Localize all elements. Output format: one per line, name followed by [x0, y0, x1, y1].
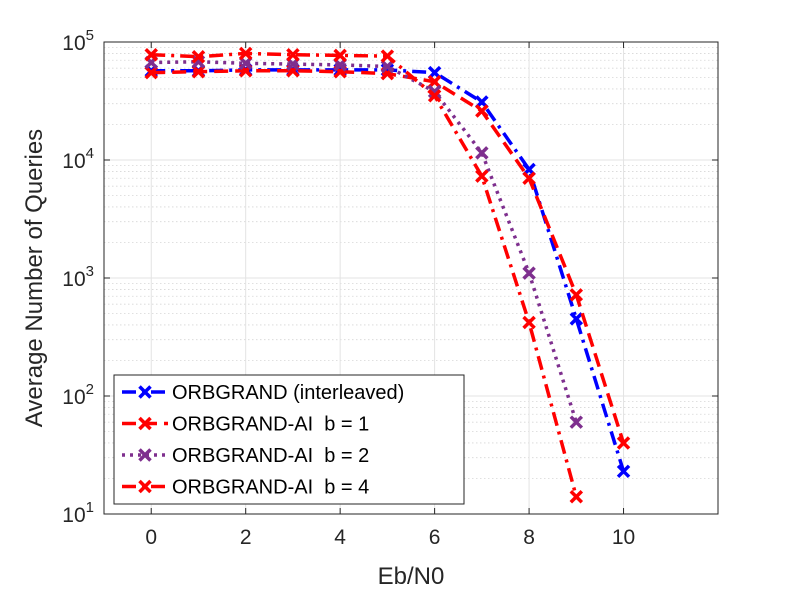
data-point-marker	[191, 50, 206, 64]
y-tick-base: 10	[62, 504, 85, 527]
y-tick-base: 10	[62, 150, 85, 173]
data-point-marker	[475, 169, 489, 183]
y-tick-label: 103	[62, 263, 94, 291]
data-point-marker	[475, 104, 489, 118]
legend: ORBGRAND (interleaved) ORBGRAND-AI b = 1 O…	[113, 374, 465, 505]
series-3	[144, 55, 584, 429]
data-point	[427, 89, 442, 103]
y-tick-label: 104	[62, 145, 94, 173]
data-point-marker	[427, 84, 442, 99]
y-tick-base: 10	[62, 268, 85, 291]
data-point	[333, 48, 347, 63]
x-tick-label: 2	[240, 526, 252, 549]
data-point-marker	[380, 49, 395, 63]
axis-ticks	[104, 41, 718, 515]
data-point	[616, 464, 631, 479]
y-tick-label: 101	[62, 499, 94, 527]
data-point	[569, 288, 584, 302]
y-axis-label: Average Number of Queries	[21, 129, 48, 427]
data-point	[427, 84, 442, 99]
x-tick-label: 10	[612, 526, 635, 549]
y-tick-label: 102	[62, 381, 94, 409]
y-tick-exponent: 3	[86, 263, 94, 280]
data-point-marker	[522, 171, 536, 186]
y-tick-exponent: 1	[86, 499, 94, 516]
x-tick-label: 0	[145, 526, 157, 549]
legend-label: ORBGRAND (interleaved)	[172, 382, 404, 404]
x-tick-label: 8	[523, 526, 535, 549]
data-point	[569, 415, 584, 429]
legend-item: ORBGRAND-AI b = 2	[122, 445, 369, 467]
y-tick-label: 105	[62, 27, 94, 55]
x-tick-label: 4	[334, 526, 346, 549]
legend-label: ORBGRAND-AI b = 1	[172, 414, 369, 436]
y-tick-base: 10	[62, 32, 85, 55]
data-point	[522, 171, 536, 186]
data-point	[569, 312, 584, 326]
series-lines	[144, 46, 631, 504]
data-point-marker	[427, 89, 442, 103]
legend-item: ORBGRAND (interleaved)	[122, 382, 404, 404]
x-tick-labels: 0 2 4 6 8 10	[145, 526, 635, 549]
data-point	[475, 104, 489, 118]
y-tick-exponent: 2	[86, 381, 94, 398]
data-point	[380, 49, 395, 63]
data-point-marker	[522, 315, 536, 330]
data-point	[380, 59, 395, 74]
legend-marker	[138, 448, 152, 462]
data-point-marker	[380, 59, 395, 74]
legend-item: ORBGRAND-AI b = 4	[122, 477, 369, 499]
data-point-marker	[569, 490, 584, 504]
data-point-marker	[333, 48, 347, 63]
series-4	[144, 46, 584, 504]
data-point	[475, 146, 489, 160]
data-point-marker	[286, 47, 300, 62]
data-point-marker	[191, 64, 206, 79]
data-point	[569, 490, 584, 504]
data-point-marker	[144, 65, 158, 80]
y-tick-exponent: 4	[86, 145, 94, 162]
data-point	[191, 64, 206, 79]
data-point-marker	[475, 146, 489, 160]
series-2	[144, 64, 631, 450]
legend-marker	[138, 479, 152, 494]
data-point	[238, 56, 253, 71]
data-point-marker	[616, 436, 631, 450]
y-tick-base: 10	[62, 386, 85, 409]
legend-marker	[138, 385, 152, 399]
data-point	[286, 47, 300, 62]
data-point-marker	[144, 47, 158, 62]
series-line	[151, 51, 578, 498]
data-point-marker	[522, 266, 536, 280]
data-point	[238, 46, 253, 61]
data-point	[522, 266, 536, 280]
legend-item: ORBGRAND-AI b = 1	[122, 414, 369, 436]
data-point	[191, 50, 206, 64]
data-point	[144, 47, 158, 62]
data-point	[144, 65, 158, 80]
data-point-marker	[569, 415, 584, 429]
data-point	[616, 436, 631, 450]
legend-box	[113, 374, 465, 505]
data-point	[475, 169, 489, 183]
data-point-marker	[238, 56, 253, 71]
x-axis-label: Eb/N0	[378, 563, 445, 590]
legend-label: ORBGRAND-AI b = 4	[172, 477, 369, 499]
data-point-marker	[616, 464, 631, 479]
x-tick-label: 6	[429, 526, 441, 549]
y-tick-exponent: 5	[86, 27, 94, 44]
data-point-marker	[569, 312, 584, 326]
data-point-marker	[238, 46, 253, 61]
data-point-marker	[569, 288, 584, 302]
legend-label: ORBGRAND-AI b = 2	[172, 445, 369, 467]
data-point	[522, 315, 536, 330]
legend-marker	[138, 416, 152, 431]
